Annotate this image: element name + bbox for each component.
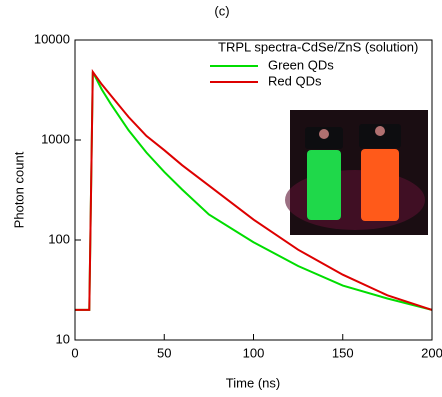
y-tick-label: 1000 xyxy=(41,131,70,146)
legend-label: Green QDs xyxy=(268,57,334,72)
x-tick-label: 100 xyxy=(243,345,265,360)
y-axis-label: Photon count xyxy=(11,151,26,228)
inset-photo xyxy=(285,110,428,235)
x-tick-label: 150 xyxy=(332,345,354,360)
chart-title: (c) xyxy=(214,3,229,18)
y-tick-label: 10000 xyxy=(34,31,70,46)
legend-title: TRPL spectra-CdSe/ZnS (solution) xyxy=(218,39,418,54)
x-tick-label: 0 xyxy=(71,345,78,360)
y-tick-label: 10 xyxy=(56,331,70,346)
x-axis-label: Time (ns) xyxy=(226,375,280,390)
legend-label: Red QDs xyxy=(268,73,322,88)
x-tick-label: 200 xyxy=(421,345,442,360)
series-line xyxy=(75,68,433,311)
y-tick-label: 100 xyxy=(48,231,70,246)
x-tick-label: 50 xyxy=(157,345,171,360)
